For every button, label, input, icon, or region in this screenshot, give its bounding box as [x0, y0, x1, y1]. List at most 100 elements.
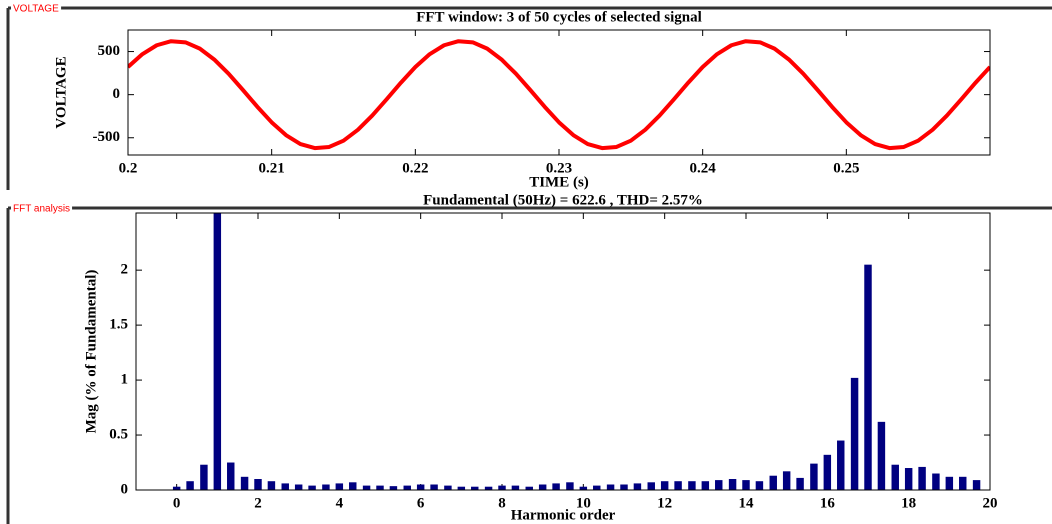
bar — [254, 479, 262, 490]
bar — [403, 485, 411, 490]
bar — [511, 485, 520, 490]
x-axis-label: TIME (s) — [529, 174, 589, 190]
x-tick-label: 0.24 — [690, 160, 717, 176]
axes-box — [135, 212, 991, 491]
x-tick-label: 0.2 — [119, 160, 138, 176]
y-tick-label: 0 — [121, 481, 129, 497]
bar — [416, 484, 425, 490]
x-tick-label: 0.23 — [546, 160, 572, 176]
bar — [959, 476, 967, 490]
bar — [782, 471, 791, 490]
y-tick-label: 2 — [121, 262, 129, 278]
x-tick-label: 14 — [739, 495, 755, 511]
y-tick-label: -500 — [93, 129, 121, 145]
bar — [701, 481, 710, 490]
bar — [728, 479, 737, 490]
y-tick-label: 500 — [98, 43, 121, 59]
bar — [918, 466, 926, 490]
bar — [593, 485, 601, 490]
bar — [796, 477, 804, 490]
bar — [430, 484, 438, 490]
panel-label-bg — [11, 205, 73, 213]
bar — [308, 485, 316, 490]
bar — [904, 468, 913, 490]
bar — [864, 264, 872, 490]
bar — [891, 464, 899, 490]
bar — [579, 486, 588, 490]
bar — [877, 421, 886, 490]
bar — [322, 484, 330, 490]
panel-label: VOLTAGE — [13, 4, 59, 15]
bar — [715, 480, 723, 490]
bar — [688, 481, 696, 490]
y-axis-label: Mag (% of Fundamental) — [83, 270, 99, 434]
x-tick-label: 0.22 — [402, 160, 428, 176]
bar — [742, 480, 750, 490]
x-tick-label: 0.25 — [833, 160, 859, 176]
y-tick-label: 1.5 — [109, 317, 128, 333]
bar — [552, 483, 560, 490]
bar — [633, 483, 642, 490]
bar — [837, 440, 845, 490]
x-tick-label: 6 — [417, 495, 425, 511]
x-tick-label: 0 — [173, 495, 181, 511]
bar — [389, 486, 398, 490]
bar — [525, 486, 533, 490]
bar — [566, 482, 574, 490]
bar — [945, 476, 954, 490]
y-axis-label: VOLTAGE — [53, 56, 69, 128]
bar — [240, 476, 249, 490]
x-tick-label: 8 — [498, 495, 506, 511]
signal-line — [128, 39, 990, 151]
bar — [267, 481, 276, 490]
bar — [444, 485, 452, 490]
bar — [335, 483, 344, 490]
bar — [484, 486, 493, 490]
panel-label-bg — [11, 5, 62, 13]
bar — [769, 475, 777, 490]
bar — [674, 481, 682, 490]
x-tick-label: 2 — [254, 495, 262, 511]
bar — [538, 484, 547, 490]
axes-box — [127, 29, 991, 156]
bar — [850, 377, 859, 490]
bar — [281, 483, 289, 490]
chart-title: Fundamental (50Hz) = 622.6 , THD= 2.57% — [423, 192, 703, 208]
bar — [471, 486, 479, 490]
bar — [227, 462, 235, 490]
x-tick-label: 12 — [657, 495, 672, 511]
x-tick-label: 0.21 — [259, 160, 285, 176]
bar — [660, 481, 669, 490]
bar — [972, 480, 981, 490]
bar — [349, 482, 357, 490]
bar — [376, 485, 384, 490]
x-tick-label: 18 — [901, 495, 916, 511]
x-tick-label: 10 — [576, 495, 591, 511]
chart-title: FFT window: 3 of 50 cycles of selected s… — [416, 9, 702, 25]
bar — [294, 484, 303, 490]
bar — [362, 485, 371, 490]
bar — [755, 481, 764, 490]
x-tick-label: 4 — [336, 495, 344, 511]
x-axis-label: Harmonic order — [511, 507, 616, 523]
bar — [457, 486, 466, 490]
y-tick-label: 1 — [121, 372, 129, 388]
bar — [200, 464, 208, 490]
bar — [647, 482, 655, 490]
bar — [213, 213, 222, 490]
bar — [498, 485, 506, 490]
bar — [172, 486, 181, 490]
bar — [186, 481, 194, 490]
y-tick-label: 0.5 — [109, 426, 128, 442]
bar — [620, 484, 628, 490]
x-tick-label: 16 — [820, 495, 836, 511]
bar — [932, 473, 940, 490]
bar — [810, 463, 818, 490]
panel-label: FFT analysis — [13, 204, 70, 215]
bar — [606, 484, 615, 490]
y-tick-label: 0 — [113, 86, 121, 102]
x-tick-label: 20 — [983, 495, 998, 511]
bar — [823, 454, 832, 490]
